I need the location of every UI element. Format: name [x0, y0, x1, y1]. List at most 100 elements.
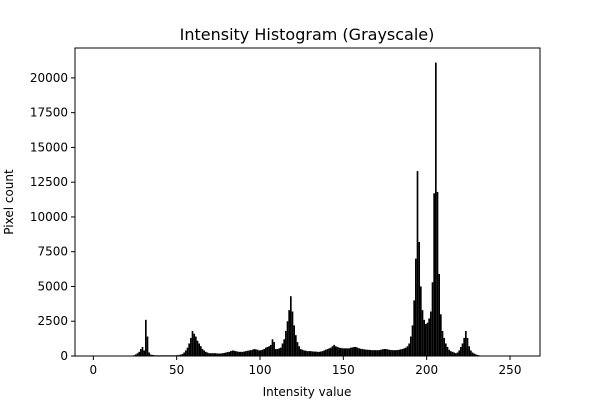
histogram-bar — [286, 321, 289, 356]
histogram-bar — [140, 349, 142, 356]
histogram-bar — [250, 350, 252, 356]
histogram-bar — [445, 343, 447, 356]
histogram-bar — [408, 343, 410, 356]
histogram-bar — [290, 296, 292, 356]
histogram-bars — [130, 62, 487, 356]
histogram-bar — [411, 325, 414, 356]
histogram-bar — [195, 336, 197, 356]
histogram-bar — [206, 352, 209, 356]
histogram-bar — [280, 347, 282, 356]
histogram-bar — [246, 350, 249, 356]
histogram-bar — [431, 282, 434, 356]
histogram-bar — [228, 351, 230, 356]
histogram-bar — [365, 349, 367, 356]
x-tick-label: 50 — [169, 363, 184, 377]
histogram-bar — [316, 351, 319, 356]
histogram-bar — [311, 351, 314, 356]
histogram-bar — [216, 353, 219, 356]
histogram-bar — [255, 349, 257, 356]
histogram-bar — [440, 314, 442, 356]
histogram-bar — [475, 354, 477, 356]
histogram-bar — [348, 348, 350, 356]
histogram-bar — [300, 349, 302, 356]
histogram-bar — [318, 351, 320, 356]
histogram-bar — [341, 348, 344, 356]
histogram-bar — [230, 351, 232, 356]
histogram-bar — [326, 349, 329, 356]
histogram-bar — [416, 171, 419, 356]
histogram-bar — [221, 353, 224, 356]
histogram-bar — [418, 241, 420, 356]
histogram-bar — [240, 351, 242, 356]
y-tick-label: 17500 — [30, 106, 68, 120]
histogram-bar — [321, 351, 324, 356]
histogram-bar — [323, 350, 325, 356]
histogram-bar — [270, 344, 272, 356]
y-tick-label: 15000 — [30, 140, 68, 154]
histogram-bar — [233, 350, 235, 356]
histogram-bar — [340, 347, 342, 356]
histogram-bar — [200, 346, 202, 356]
histogram-bar — [138, 351, 140, 356]
x-axis-label: Intensity value — [263, 385, 352, 399]
histogram-bar — [451, 351, 454, 356]
histogram-bar — [313, 351, 315, 356]
histogram-bar — [238, 351, 240, 356]
histogram-bar — [190, 337, 192, 356]
histogram-bar — [271, 339, 274, 356]
histogram-bar — [223, 352, 225, 356]
histogram-bar — [361, 349, 364, 356]
histogram-bar — [420, 286, 422, 356]
histogram-bar — [423, 319, 425, 356]
histogram-bar — [278, 348, 280, 356]
histogram-bar — [390, 350, 392, 356]
x-tick-label: 250 — [499, 363, 522, 377]
histogram-bar — [455, 353, 457, 356]
histogram-bar — [383, 349, 385, 356]
histogram-bar — [236, 351, 239, 356]
histogram-bar — [435, 62, 437, 356]
histogram-bar — [363, 349, 365, 356]
histogram-bar — [208, 353, 210, 356]
histogram-bar — [186, 347, 189, 356]
histogram-bar — [443, 337, 445, 356]
histogram-bar — [308, 351, 310, 356]
histogram-bar — [381, 349, 384, 356]
histogram-bar — [298, 346, 300, 356]
histogram-bar — [376, 350, 379, 356]
x-tick-label: 0 — [90, 363, 98, 377]
histogram-bar — [248, 350, 250, 356]
histogram-bar — [253, 349, 255, 356]
histogram-bar — [448, 349, 450, 356]
histogram-bar — [470, 350, 472, 356]
histogram-bar — [338, 347, 340, 356]
histogram-bar — [386, 349, 389, 356]
chart-title: Intensity Histogram (Grayscale) — [180, 25, 435, 44]
histogram-bar — [370, 350, 372, 356]
histogram-bar — [293, 325, 295, 356]
histogram-bar — [288, 310, 290, 356]
histogram-bar — [285, 330, 287, 356]
histogram-bar — [441, 330, 444, 356]
histogram-bar — [458, 350, 460, 356]
histogram-bar — [406, 346, 409, 356]
histogram-bar — [375, 350, 377, 356]
histogram-bar — [388, 349, 390, 356]
histogram-bar — [380, 349, 382, 356]
histogram-bar — [141, 346, 144, 356]
plot-frame — [74, 47, 541, 357]
histogram-bar — [371, 350, 374, 356]
histogram-bar — [346, 348, 349, 356]
histogram-bar — [215, 353, 217, 356]
histogram-bar — [366, 349, 369, 356]
histogram-bar — [201, 349, 204, 356]
histogram-bar — [426, 322, 429, 356]
histogram-bar — [446, 346, 449, 356]
histogram-bar — [345, 348, 347, 356]
histogram-bar — [196, 340, 199, 356]
x-tick-label: 200 — [415, 363, 438, 377]
histogram-bar — [306, 351, 309, 356]
histogram-bar — [350, 347, 352, 356]
y-axis-label: Pixel count — [2, 169, 16, 235]
